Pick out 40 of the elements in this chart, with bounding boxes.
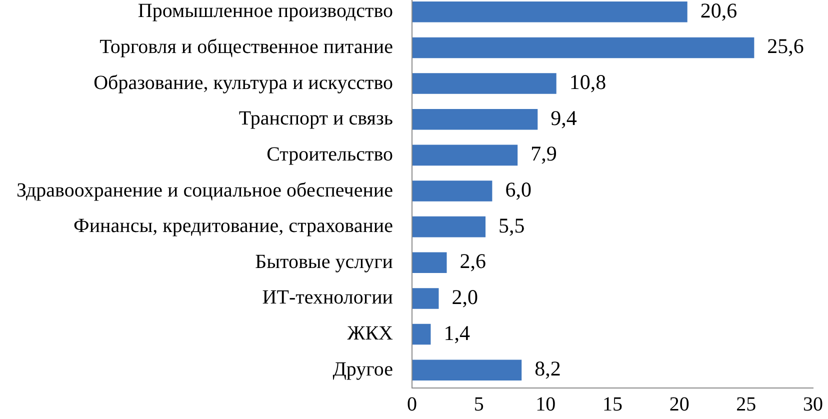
- bar: [412, 360, 522, 380]
- data-label: 2,6: [460, 249, 486, 274]
- bar: [412, 2, 688, 22]
- y-tick-label: Транспорт и связь: [238, 108, 393, 130]
- data-label: 5,5: [498, 213, 525, 238]
- x-tick-label: 30: [803, 393, 823, 416]
- data-label: 10,8: [569, 70, 606, 94]
- bar: [412, 37, 754, 58]
- x-tick-label: 20: [669, 393, 690, 416]
- data-label: 7,9: [530, 142, 557, 166]
- y-tick-label: ИТ-технологии: [262, 286, 394, 309]
- data-label: 2,0: [452, 284, 478, 309]
- x-tick-label: 0: [407, 393, 417, 416]
- bar: [412, 252, 447, 274]
- bar: [412, 288, 439, 309]
- data-label: 9,4: [550, 106, 578, 130]
- y-tick-label: Торговля и общественное питание: [100, 36, 394, 58]
- data-label: 8,2: [534, 356, 561, 381]
- data-label: 20,6: [700, 0, 738, 22]
- y-tick-label: Промышленное производство: [138, 0, 393, 22]
- x-tick-label: 25: [736, 393, 756, 416]
- bar: [412, 324, 431, 345]
- x-tick-label: 15: [602, 393, 622, 416]
- data-label: 6,0: [505, 178, 532, 202]
- bar: [412, 216, 486, 238]
- bar: [412, 73, 556, 94]
- x-tick-label: 5: [474, 393, 484, 416]
- data-label: 25,6: [767, 34, 804, 58]
- bar: [412, 144, 518, 166]
- y-tick-label: Другое: [332, 358, 394, 380]
- y-tick-label: Финансы, кредитование, страхование: [74, 215, 394, 238]
- y-tick-label: Здравоохранение и социальное обеспечение: [16, 179, 394, 202]
- y-tick-label: Бытовые услуги: [255, 250, 394, 273]
- x-tick-label: 10: [536, 393, 556, 416]
- y-tick-label: Строительство: [266, 143, 393, 166]
- y-tick-label: Образование, культура и искусство: [94, 72, 393, 94]
- bar: [412, 180, 492, 202]
- bar: [412, 108, 538, 130]
- y-tick-label: ЖКХ: [347, 322, 394, 345]
- data-label: 1,4: [444, 320, 470, 345]
